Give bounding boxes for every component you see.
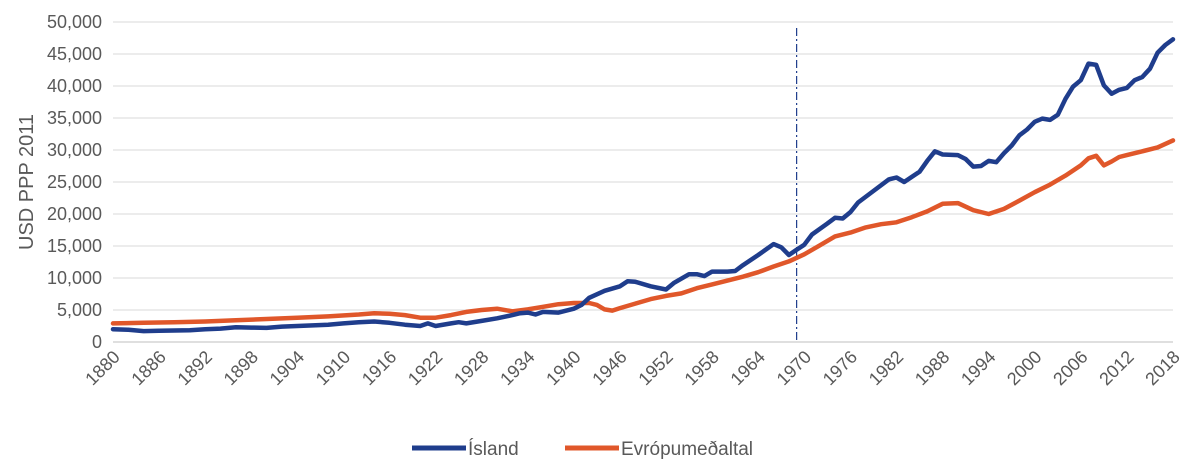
x-tick-label: 1910	[312, 347, 354, 389]
x-tick-label: 2018	[1141, 347, 1183, 389]
series-line-island	[110, 37, 1176, 334]
y-tick-label: 50,000	[47, 12, 102, 32]
x-tick-label: 2006	[1049, 347, 1091, 389]
x-tick-label: 1916	[358, 347, 400, 389]
y-tick-label: 35,000	[47, 108, 102, 128]
y-axis-tick-labels: 0 5,000 10,000 15,000 20,000 25,000 30,000 35,0…	[47, 12, 102, 352]
x-tick-label: 1952	[634, 347, 676, 389]
legend-item-island: Ísland	[412, 439, 519, 460]
y-tick-label: 5,000	[57, 300, 102, 320]
x-tick-label: 1958	[680, 347, 722, 389]
x-tick-label: 1940	[542, 347, 584, 389]
x-tick-label: 2012	[1095, 347, 1137, 389]
y-tick-label: 15,000	[47, 236, 102, 256]
x-tick-label: 1880	[81, 347, 123, 389]
y-tick-label: 10,000	[47, 268, 102, 288]
legend-item-europe-average: Evrópumeðaltal	[565, 439, 753, 460]
x-tick-label: 1946	[588, 347, 630, 389]
x-tick-label: 1904	[266, 347, 308, 389]
y-tick-label: 45,000	[47, 44, 102, 64]
x-tick-label: 1976	[819, 347, 861, 389]
x-tick-label: 1994	[957, 347, 999, 389]
x-tick-label: 2000	[1003, 347, 1045, 389]
x-axis-tick-labels: 1880 1886 1892 1898 1904 1910 1916 1922 1928 1934…	[81, 347, 1183, 389]
y-axis-title: USD PPP 2011	[16, 114, 38, 250]
x-tick-label: 1928	[450, 347, 492, 389]
x-tick-label: 1892	[174, 347, 216, 389]
legend-label: Ísland	[468, 439, 519, 460]
y-tick-label: 0	[92, 332, 102, 352]
x-tick-label: 1982	[865, 347, 907, 389]
x-tick-label: 1964	[727, 347, 769, 389]
gridlines	[113, 21, 1173, 343]
y-tick-label: 25,000	[47, 172, 102, 192]
y-tick-label: 20,000	[47, 204, 102, 224]
x-tick-label: 1898	[220, 347, 262, 389]
y-tick-label: 30,000	[47, 140, 102, 160]
series-line-europe-average	[110, 138, 1176, 326]
legend: Ísland Evrópumeðaltal	[412, 439, 753, 460]
x-tick-label: 1886	[127, 347, 169, 389]
x-tick-label: 1988	[911, 347, 953, 389]
x-tick-label: 1970	[773, 347, 815, 389]
y-tick-label: 40,000	[47, 76, 102, 96]
legend-label: Evrópumeðaltal	[621, 439, 753, 460]
series-lines	[110, 37, 1176, 334]
x-tick-label: 1922	[404, 347, 446, 389]
x-tick-label: 1934	[496, 347, 538, 389]
